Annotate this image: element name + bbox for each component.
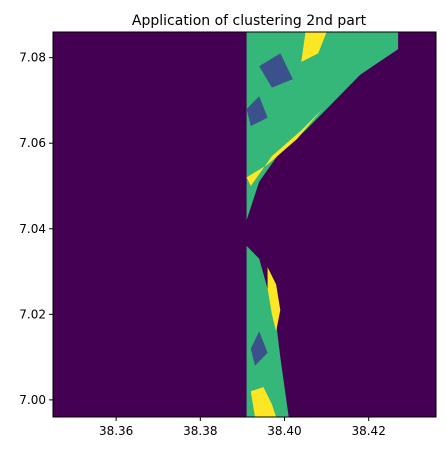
y-axis: 7.00 7.02 7.04 7.06 7.08 xyxy=(19,51,53,407)
y-tick-label: 7.06 xyxy=(19,136,46,150)
cluster-region-8 xyxy=(246,96,268,127)
cluster-region-3 xyxy=(246,109,323,186)
cluster-region-9 xyxy=(250,331,268,366)
cluster-region-2 xyxy=(246,245,289,417)
cluster-region-5 xyxy=(267,267,281,332)
x-tick-label: 38.40 xyxy=(267,424,301,438)
plot-frame xyxy=(52,31,437,418)
y-tick-label: 7.08 xyxy=(19,51,46,65)
chart-title: Application of clustering 2nd part xyxy=(132,13,367,29)
cluster-region-7 xyxy=(259,53,293,88)
x-tick-label: 38.42 xyxy=(351,424,385,438)
y-tick-label: 7.02 xyxy=(19,307,46,321)
x-axis: 38.36 38.38 38.40 38.42 xyxy=(99,417,386,438)
y-tick-label: 7.00 xyxy=(19,393,46,407)
y-tick-label: 7.04 xyxy=(19,222,46,236)
x-tick-label: 38.38 xyxy=(183,424,217,438)
cluster-region-4 xyxy=(301,32,327,62)
heatmap-plot xyxy=(53,32,436,417)
cluster-region-0 xyxy=(53,32,436,417)
x-tick-label: 38.36 xyxy=(99,424,133,438)
cluster-region-6 xyxy=(250,387,277,417)
